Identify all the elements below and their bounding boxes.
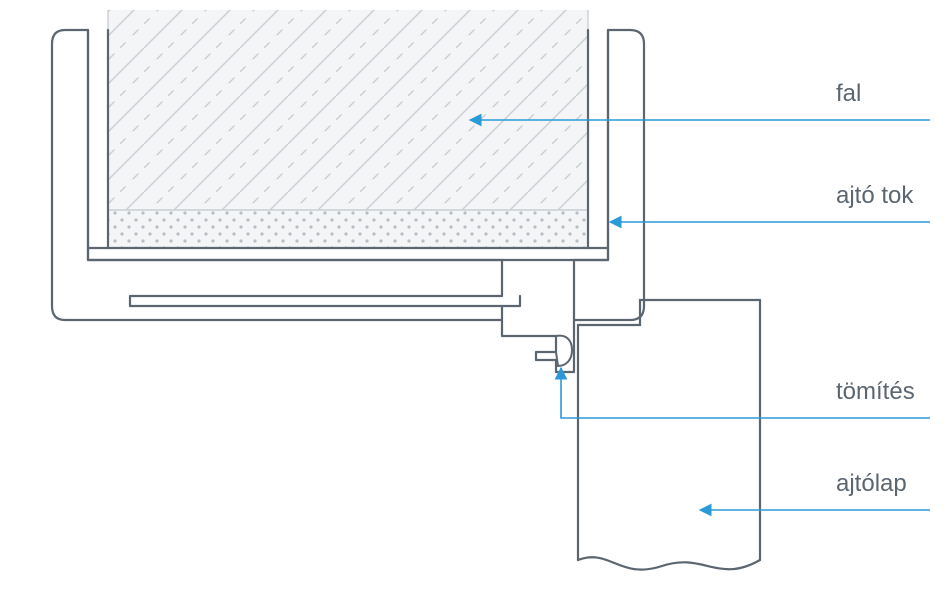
label-ajto-tok: ajtó tok xyxy=(836,182,913,210)
label-ajtolap: ajtólap xyxy=(836,470,907,498)
door-leaf-region xyxy=(578,300,760,570)
wall-region xyxy=(108,10,588,248)
label-fal: fal xyxy=(836,80,861,108)
seal-region xyxy=(556,336,572,366)
label-tomites: tömítés xyxy=(836,378,915,406)
door-cross-section-diagram xyxy=(0,0,950,600)
